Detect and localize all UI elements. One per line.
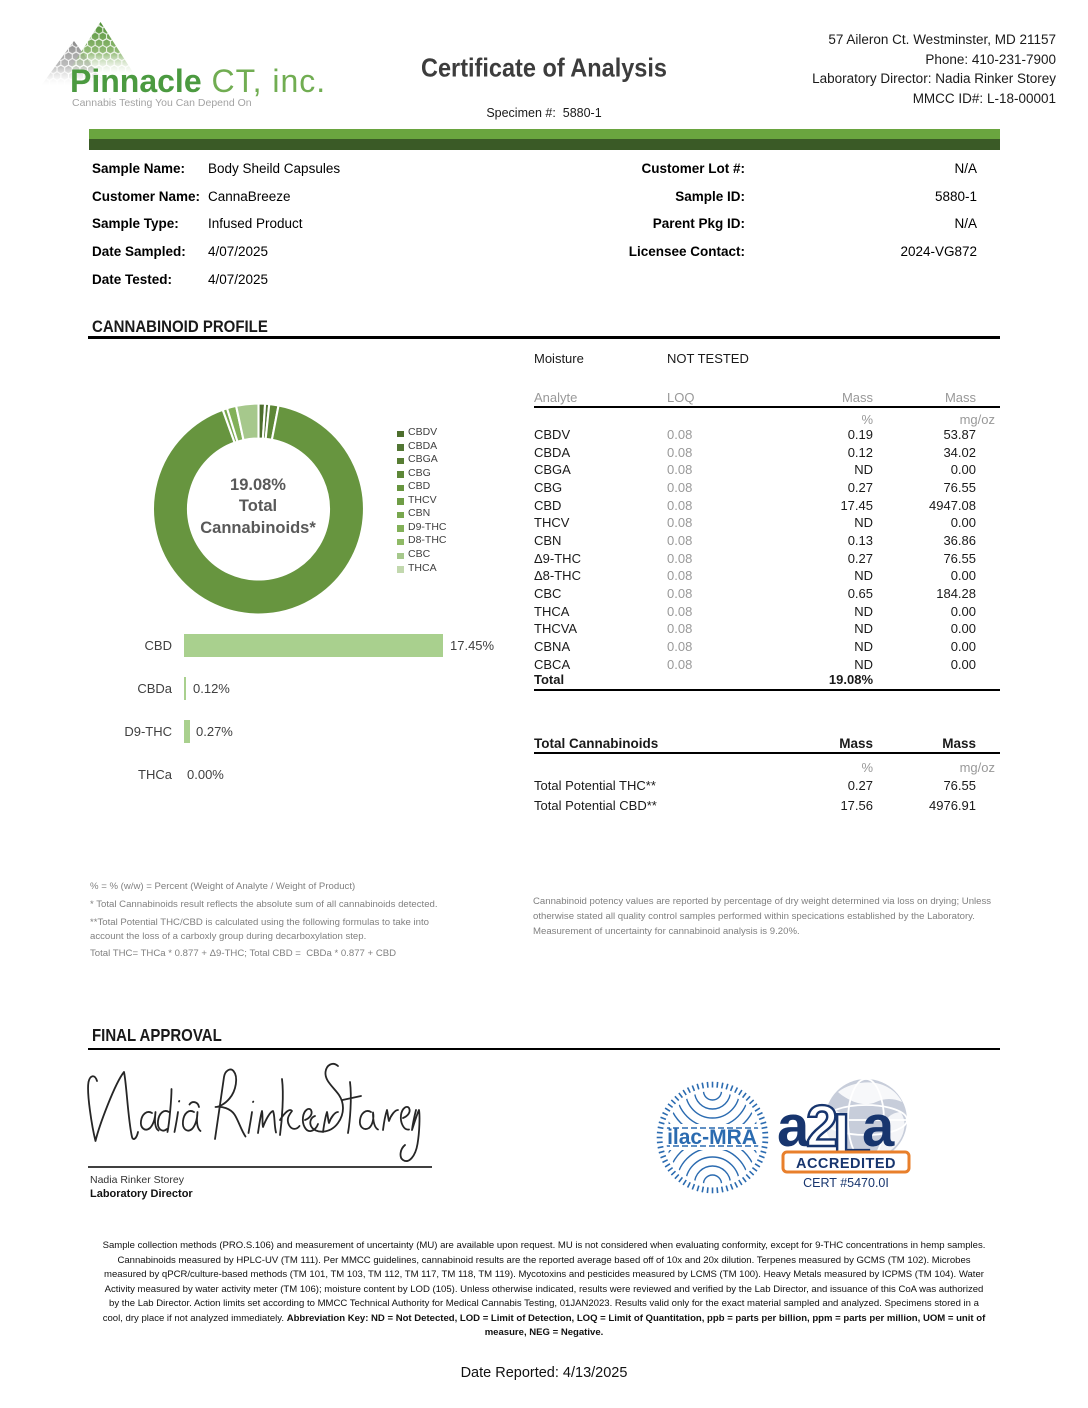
svg-text:ilac-MRA: ilac-MRA <box>667 1126 757 1149</box>
svg-text:ACCREDITED: ACCREDITED <box>796 1156 896 1172</box>
svg-text:CERT #5470.0I: CERT #5470.0I <box>803 1176 889 1190</box>
svg-text:a: a <box>777 1094 810 1159</box>
svg-text:2: 2 <box>806 1094 838 1159</box>
svg-text:a: a <box>862 1094 895 1159</box>
